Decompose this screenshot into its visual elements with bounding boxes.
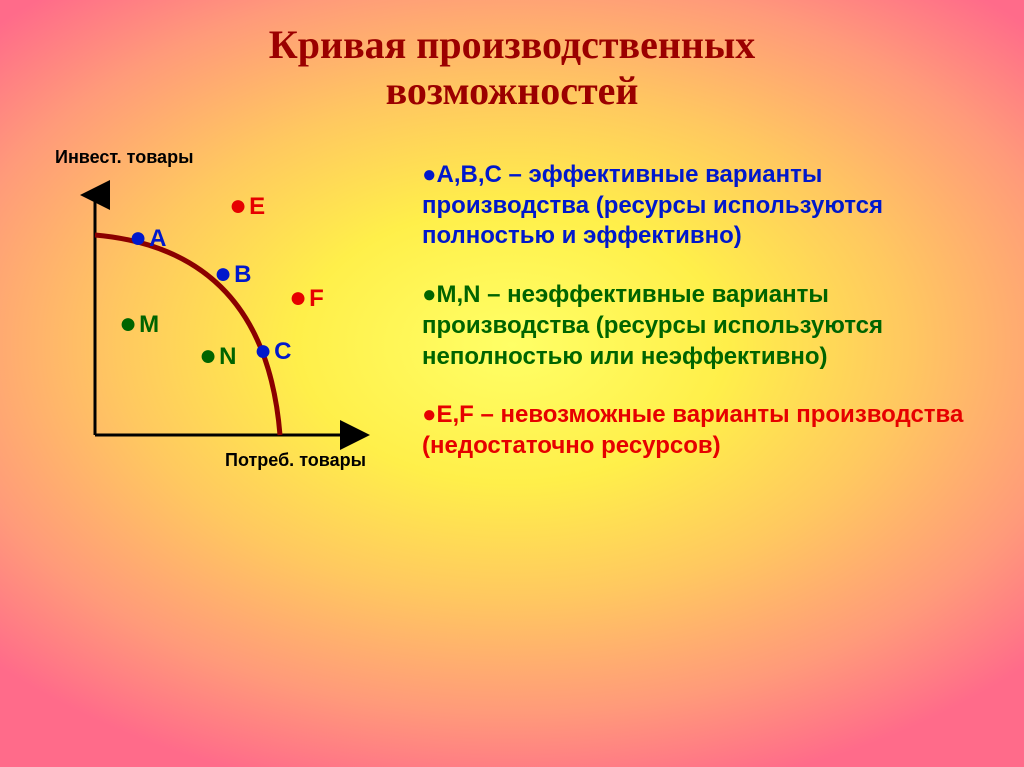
dot-f: ●: [289, 296, 307, 300]
label-c: C: [274, 338, 291, 366]
ppf-chart: Инвест. товары Потреб. товары ●A ●B ●C ●…: [55, 155, 415, 495]
legend-tail-2: (недостаточно ресурсов): [422, 432, 721, 459]
title-line1: Кривая производственных: [0, 22, 1024, 68]
label-f: F: [309, 285, 324, 313]
point-c: ●C: [254, 338, 291, 366]
slide-title: Кривая производственных возможностей: [0, 0, 1024, 114]
label-n: N: [219, 343, 236, 371]
dot-m: ●: [119, 322, 137, 326]
label-b: B: [234, 261, 251, 289]
x-axis-label: Потреб. товары: [225, 450, 366, 471]
point-m: ●M: [119, 311, 159, 339]
y-axis-label: Инвест. товары: [55, 147, 193, 168]
dot-c: ●: [254, 349, 272, 353]
chart-svg: [55, 175, 385, 475]
dot-a: ●: [129, 236, 147, 240]
legend-head-2: E,F – невозможные варианты производства: [437, 401, 964, 428]
point-b: ●B: [214, 261, 251, 289]
label-m: M: [139, 311, 159, 339]
legend-efficient: ●A,B,C – эффективные варианты производст…: [422, 160, 982, 252]
dot-e: ●: [229, 204, 247, 208]
label-e: E: [249, 193, 265, 221]
bullet-icon: ●: [422, 401, 437, 428]
label-a: A: [149, 225, 166, 253]
title-line2: возможностей: [0, 68, 1024, 114]
point-n: ●N: [199, 343, 236, 371]
legend: ●A,B,C – эффективные варианты производст…: [422, 160, 982, 490]
dot-n: ●: [199, 354, 217, 358]
point-a: ●A: [129, 225, 166, 253]
bullet-icon: ●: [422, 281, 437, 308]
point-f: ●F: [289, 285, 324, 313]
point-e: ●E: [229, 193, 265, 221]
dot-b: ●: [214, 272, 232, 276]
legend-inefficient: ●M,N – неэффективные варианты производст…: [422, 280, 982, 372]
bullet-icon: ●: [422, 161, 437, 188]
legend-impossible: ●E,F – невозможные варианты производства…: [422, 400, 982, 461]
